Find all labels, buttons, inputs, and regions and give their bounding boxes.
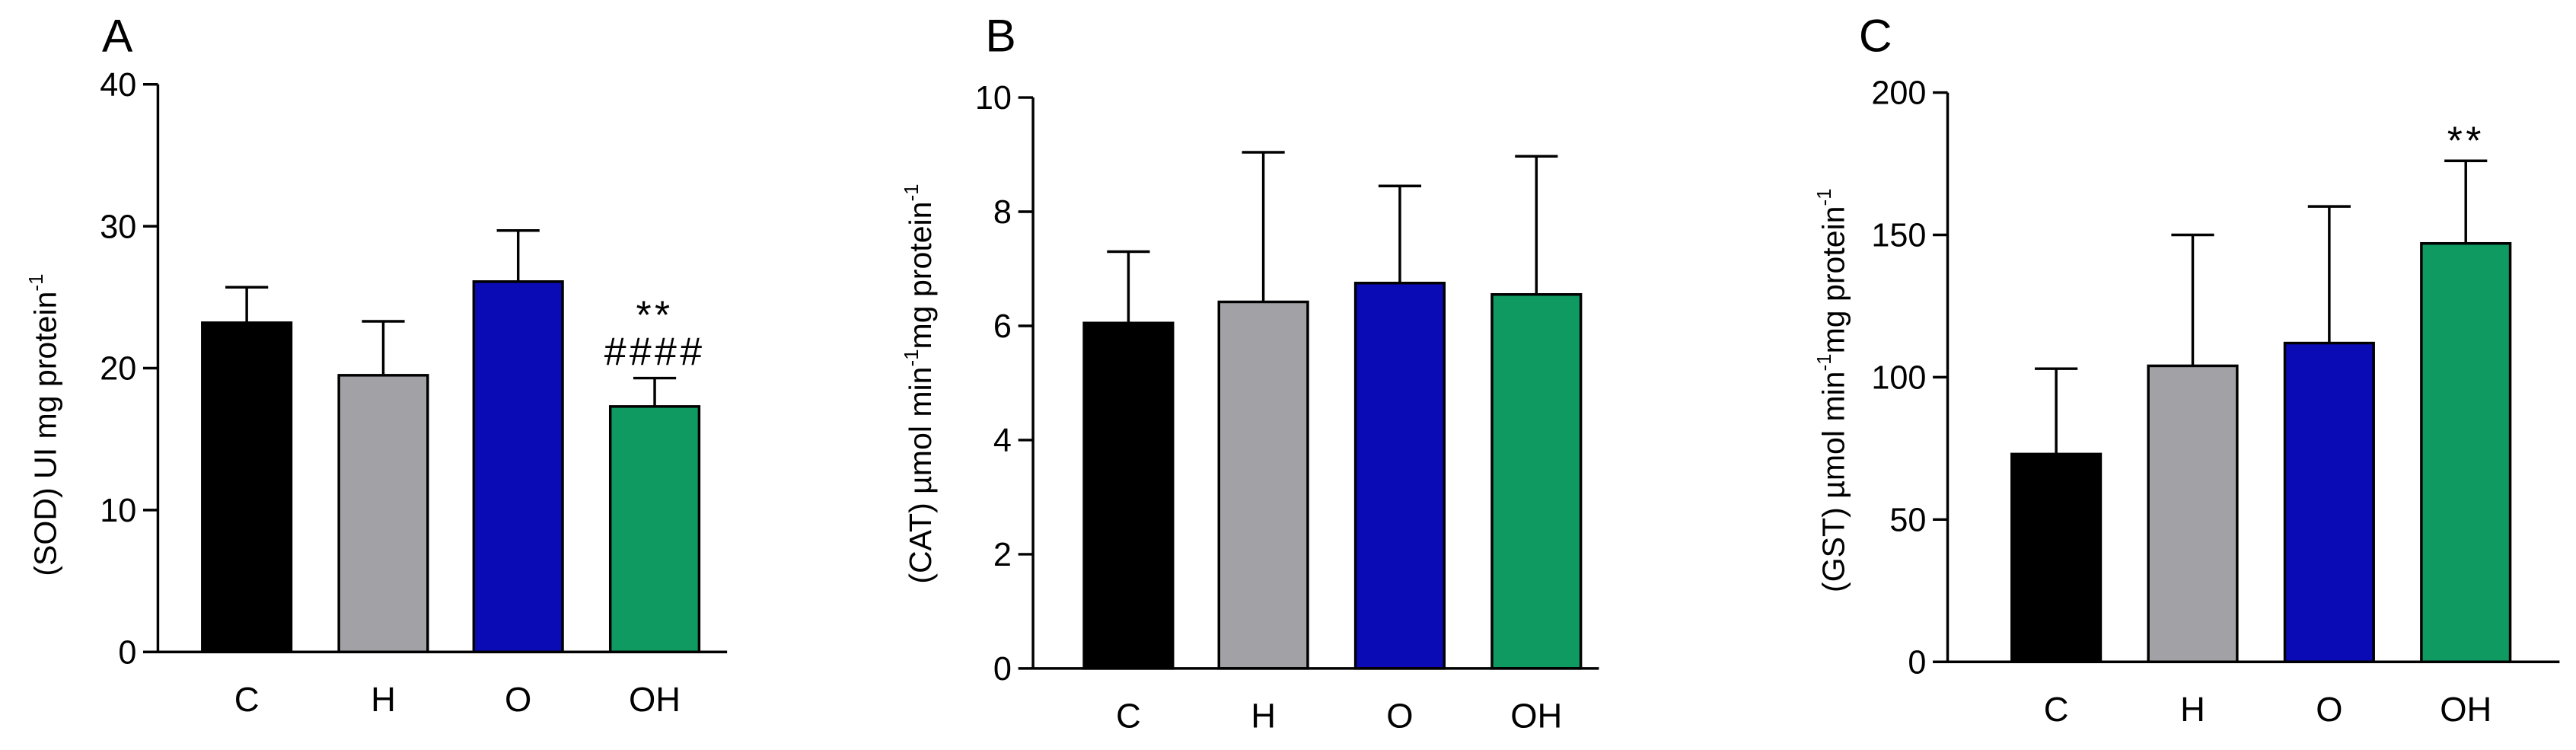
panel-c-x-label-c: C: [2044, 690, 2069, 729]
panel-b-x-label-o: O: [1386, 697, 1413, 736]
panel-a-y-tick-label: 20: [100, 351, 136, 388]
panel-c-y-tick-label: 50: [1889, 502, 1926, 538]
panel-b-y-tick-label: 8: [993, 194, 1012, 231]
panel-a-annotations: **####: [604, 293, 706, 374]
panel-c-x-label-oh: OH: [2440, 690, 2492, 729]
panel-a-x-label-oh: OH: [629, 680, 681, 719]
panel-c-bar-c: [2010, 452, 2103, 663]
panel-c-bar-o: [2283, 341, 2375, 663]
panel-a-bar-c: [201, 321, 293, 654]
panel-a-x-label-h: H: [371, 680, 396, 719]
panel-a-significance-mark: ####: [604, 329, 706, 373]
panel-a-significance-mark: **: [636, 293, 674, 337]
panel-b-bar-o: [1353, 282, 1446, 670]
panel-a-letter: A: [102, 10, 133, 62]
panel-a-x-labels: C H O OH: [234, 680, 681, 719]
panel-b: B (CAT) µmol min-1mg protein-1 0 2 4 6 8 10 C…: [901, 10, 1599, 736]
panel-b-y-tick-label: 10: [975, 80, 1012, 116]
panel-c-annotations: **: [2447, 119, 2485, 163]
panel-b-x-label-oh: OH: [1510, 697, 1562, 736]
panel-c-error-bars: [2035, 159, 2488, 455]
panel-b-y-tick-label: 4: [993, 423, 1012, 459]
panel-c-letter: C: [1859, 10, 1892, 62]
panel-c-y-tick-label: 150: [1871, 218, 1926, 254]
panel-a-y-tick-label: 10: [100, 493, 136, 529]
panel-b-y-ticks: 0 2 4 6 8 10: [975, 80, 1034, 688]
panel-a-y-tick-label: 40: [100, 67, 136, 104]
panel-a-x-label-o: O: [505, 680, 531, 719]
panel-b-y-tick-label: 2: [993, 537, 1012, 573]
panel-b-bar-h: [1217, 300, 1309, 670]
panel-b-bar-c: [1082, 321, 1175, 670]
panel-c-bars: [2010, 241, 2512, 663]
panel-a-ylabel: (SOD) UI mg protein-1: [26, 273, 62, 576]
panel-b-bar-oh: [1490, 293, 1583, 670]
panel-a-y-tick-label: 0: [118, 634, 136, 671]
panel-b-x-label-h: H: [1251, 697, 1276, 736]
panel-a-bar-h: [337, 374, 429, 654]
panel-c-x-labels: C H O OH: [2044, 690, 2492, 729]
panel-a-y-ticks: 0 10 20 30 40: [100, 67, 158, 671]
panel-b-error-bars: [1107, 151, 1558, 324]
panel-b-letter: B: [985, 10, 1015, 62]
panel-b-ylabel: (CAT) µmol min-1mg protein-1: [901, 184, 938, 583]
panel-a-x-label-c: C: [234, 680, 260, 719]
panel-c-x-label-h: H: [2180, 690, 2205, 729]
panel-a-bars: [201, 280, 701, 654]
panel-c-y-tick-label: 200: [1871, 75, 1926, 112]
panel-c-y-tick-label: 0: [1908, 644, 1926, 681]
panel-b-bars: [1082, 282, 1583, 670]
panel-a-bar-o: [472, 280, 564, 654]
panel-b-y-tick-label: 0: [993, 651, 1012, 688]
panel-c-x-label-o: O: [2316, 690, 2342, 729]
panel-c: C (GST) µmol min-1mg protein-1 0 50 100 150…: [1814, 10, 2560, 729]
panel-a-bar-oh: [608, 405, 701, 654]
panel-c-significance-mark: **: [2447, 119, 2485, 163]
panel-a-y-tick-label: 30: [100, 209, 136, 245]
panel-c-y-tick-label: 100: [1871, 360, 1926, 397]
panel-a-error-bars: [225, 229, 677, 407]
panel-b-y-tick-label: 6: [993, 308, 1012, 345]
panel-b-x-labels: C H O OH: [1116, 697, 1562, 736]
panel-c-bar-h: [2147, 364, 2239, 663]
panel-c-bar-oh: [2420, 241, 2512, 663]
panel-c-y-ticks: 0 50 100 150 200: [1871, 75, 1948, 681]
panel-c-ylabel: (GST) µmol min-1mg protein-1: [1814, 188, 1851, 592]
panel-b-x-label-c: C: [1116, 697, 1141, 736]
